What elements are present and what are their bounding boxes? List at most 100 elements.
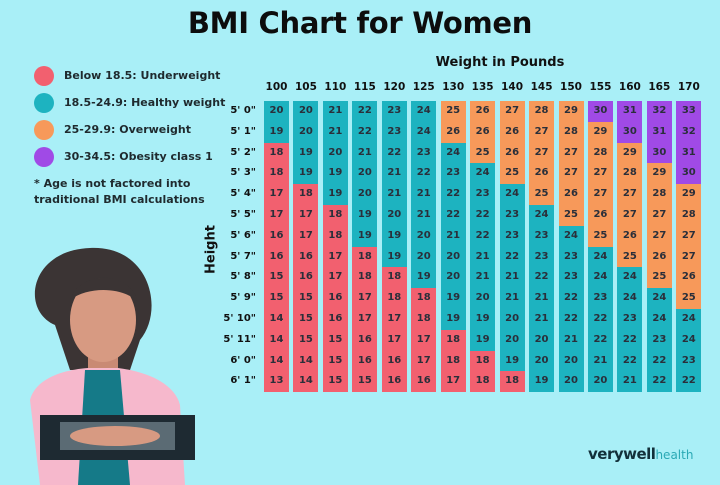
bmi-cell: 24 (646, 288, 672, 309)
bmi-cell: 30 (587, 101, 613, 122)
bmi-cell: 25 (676, 288, 702, 309)
bmi-cell: 19 (381, 246, 407, 268)
bmi-cell: 15 (264, 288, 289, 309)
bmi-cell: 18 (470, 371, 496, 393)
bmi-cell: 30 (617, 121, 643, 143)
bmi-cell: 22 (352, 121, 378, 143)
bmi-cell: 16 (322, 308, 348, 330)
bmi-cell: 18 (499, 371, 525, 393)
bmi-cell: 19 (411, 267, 437, 289)
x-tick-label: 165 (648, 81, 671, 93)
bmi-cell: 27 (587, 163, 613, 185)
verywell-health-logo: verywellhealth (588, 445, 693, 463)
bmi-cell: 23 (499, 204, 525, 226)
bmi-cell: 27 (617, 204, 643, 226)
bmi-cell: 18 (440, 329, 466, 351)
y-tick-label: 5' 3" (230, 167, 256, 179)
bmi-cell: 20 (352, 163, 378, 185)
bmi-cell: 17 (322, 267, 348, 289)
bmi-cell: 19 (352, 204, 378, 226)
legend-item-healthy: 18.5-24.9: Healthy weight (34, 89, 225, 116)
bmi-cell: 28 (617, 163, 643, 185)
bmi-cell: 23 (676, 350, 702, 372)
bmi-cell: 19 (470, 308, 496, 330)
bmi-cell: 21 (381, 163, 407, 185)
bmi-cell: 24 (470, 163, 496, 185)
weight-column: 28 27 27 26 25 24 23 23 22 21 21 20 20 19 (529, 101, 555, 393)
bmi-cell: 16 (264, 225, 289, 247)
x-tick-label: 130 (442, 81, 465, 93)
bmi-cell: 17 (293, 204, 319, 226)
bmi-cell: 24 (440, 142, 466, 164)
overweight-dot (34, 119, 54, 140)
bmi-cell: 18 (381, 267, 407, 289)
bmi-cell: 24 (587, 246, 613, 268)
bmi-cell: 19 (381, 225, 407, 247)
bmi-cell: 20 (381, 204, 407, 226)
bmi-cell: 28 (646, 184, 672, 205)
bmi-cell: 19 (322, 184, 348, 205)
bmi-cell: 14 (264, 308, 289, 330)
bmi-cell: 26 (529, 163, 555, 185)
bmi-cell: 21 (411, 204, 437, 226)
bmi-cell: 15 (322, 371, 348, 393)
bmi-cell: 19 (499, 350, 525, 372)
y-tick-label: 5' 4" (230, 188, 256, 200)
bmi-cell: 16 (352, 329, 378, 351)
bmi-cell: 14 (264, 329, 289, 351)
bmi-cell: 20 (499, 329, 525, 351)
bmi-cell: 21 (529, 288, 555, 309)
bmi-cell: 17 (322, 246, 348, 268)
bmi-cell: 24 (676, 308, 702, 330)
bmi-cell: 26 (470, 101, 496, 122)
bmi-cell: 27 (499, 101, 525, 122)
y-tick-label: 5' 5" (230, 209, 256, 220)
age-note: * Age is not factored into traditional B… (34, 177, 205, 206)
bmi-cell: 29 (558, 101, 584, 122)
bmi-cell: 24 (587, 267, 613, 289)
legend-item-overweight: 25-29.9: Overweight (34, 116, 225, 143)
weight-column: 33 32 31 30 29 28 27 27 26 25 24 24 23 22 (676, 101, 702, 393)
bmi-cell: 24 (676, 329, 702, 351)
bmi-cell: 22 (646, 350, 672, 372)
bmi-cell: 23 (529, 225, 555, 247)
bmi-cell: 22 (676, 371, 702, 393)
bmi-cell: 26 (587, 204, 613, 226)
bmi-cell: 27 (558, 142, 584, 164)
bmi-cell: 13 (264, 371, 289, 393)
bmi-cell: 18 (440, 350, 466, 372)
weight-column: 31 30 29 28 27 27 26 25 24 24 23 22 22 21 (617, 101, 643, 393)
bmi-cell: 23 (499, 225, 525, 247)
weight-column: 22 22 21 20 20 19 19 18 18 17 17 16 16 15 (352, 101, 378, 393)
bmi-cell: 27 (617, 184, 643, 205)
bmi-cell: 19 (529, 371, 555, 393)
y-tick-label: 5' 10" (223, 313, 256, 324)
bmi-cell: 23 (587, 288, 613, 309)
bmi-cell: 22 (440, 204, 466, 226)
y-tick-label: 5' 11" (223, 333, 256, 345)
bmi-cell: 23 (381, 101, 407, 122)
bmi-cell: 19 (293, 163, 319, 185)
brand-main: verywell (588, 445, 656, 463)
bmi-cell: 22 (529, 267, 555, 289)
bmi-cell: 20 (293, 121, 319, 143)
bmi-cell: 19 (264, 121, 289, 143)
bmi-cell: 17 (264, 184, 289, 205)
bmi-cell: 21 (558, 329, 584, 351)
y-tick-label: 5' 9" (230, 292, 256, 304)
y-tick-label: 5' 2" (230, 146, 256, 158)
bmi-cell: 24 (529, 204, 555, 226)
bmi-cell: 20 (558, 371, 584, 393)
bmi-cell: 24 (617, 267, 643, 289)
bmi-cell: 17 (293, 225, 319, 247)
x-tick-label: 140 (501, 81, 524, 93)
bmi-cell: 22 (587, 329, 613, 351)
bmi-cell: 26 (646, 246, 672, 268)
bmi-cell: 21 (499, 267, 525, 289)
bmi-cell: 23 (440, 163, 466, 185)
bmi-cell: 21 (529, 308, 555, 330)
bmi-cell: 20 (440, 246, 466, 268)
bmi-cell: 21 (617, 371, 643, 393)
bmi-cell: 20 (470, 288, 496, 309)
bmi-cell: 14 (293, 350, 319, 372)
